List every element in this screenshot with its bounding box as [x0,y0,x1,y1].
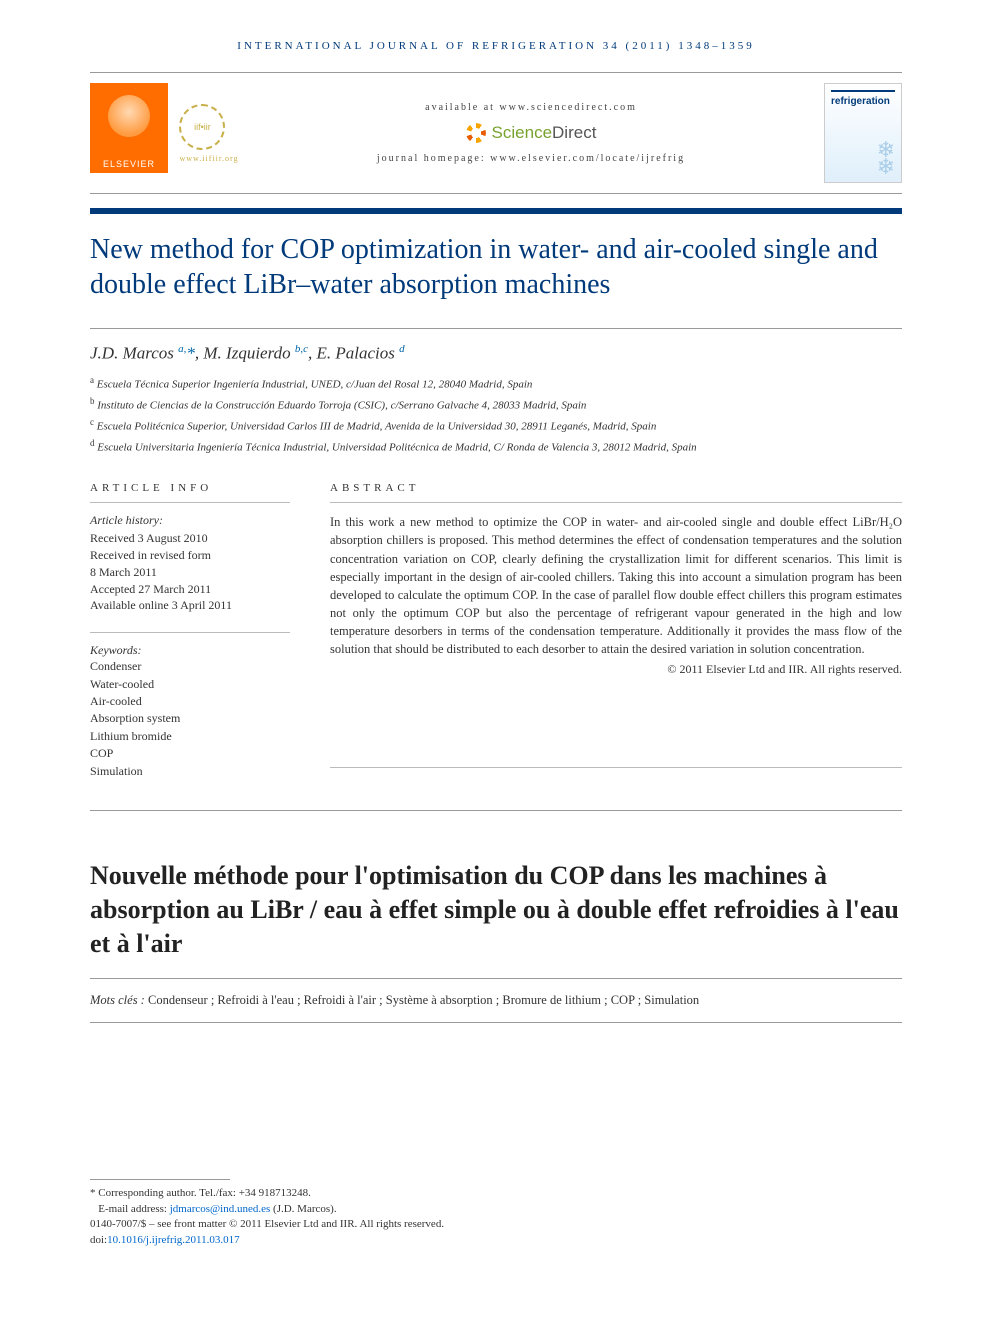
affiliation: b Instituto de Ciencias de la Construcci… [90,395,902,414]
rule-above-french [90,810,902,811]
iifiir-block: iif•iir www.iifiir.org [180,83,238,183]
front-matter: 0140-7007/$ – see front matter © 2011 El… [90,1217,902,1232]
history-line: Received 3 August 2010 [90,530,290,547]
keyword: Simulation [90,763,290,780]
rule-below-mots [90,1022,902,1023]
copyright-line: © 2011 Elsevier Ltd and IIR. All rights … [330,662,902,677]
abstract-text: In this work a new method to optimize th… [330,513,902,658]
elsevier-logo[interactable]: ELSEVIER [90,83,168,173]
keywords-list: CondenserWater-cooledAir-cooledAbsorptio… [90,658,290,780]
article-info-label: ARTICLE INFO [90,482,290,494]
french-title: Nouvelle méthode pour l'optimisation du … [90,859,902,960]
running-head: INTERNATIONAL JOURNAL OF REFRIGERATION 3… [90,40,902,52]
affiliation: c Escuela Politécnica Superior, Universi… [90,416,902,435]
abstract-label: ABSTRACT [330,482,902,494]
sd-text: ScienceDirect [492,123,597,143]
email-link[interactable]: jdmarcos@ind.uned.es [170,1203,271,1215]
keyword: Lithium bromide [90,728,290,745]
affiliation: a Escuela Técnica Superior Ingeniería In… [90,374,902,393]
rule-above-authors [90,328,902,329]
title-rule [90,208,902,214]
corresponding-author: * Corresponding author. Tel./fax: +34 91… [90,1186,902,1201]
elsevier-label: ELSEVIER [103,159,155,169]
article-info-column: ARTICLE INFO Article history: Received 3… [90,482,290,780]
article-title: New method for COP optimization in water… [90,232,902,302]
keyword: Absorption system [90,710,290,727]
footnotes-block: * Corresponding author. Tel./fax: +34 91… [90,1173,902,1248]
elsevier-logo-block: ELSEVIER [90,83,168,183]
doi-link[interactable]: 10.1016/j.ijrefrig.2011.03.017 [107,1234,240,1246]
iifiir-url[interactable]: www.iifiir.org [179,154,238,163]
page-container: INTERNATIONAL JOURNAL OF REFRIGERATION 3… [0,0,992,1278]
kw-rule [90,632,290,633]
journal-cover-thumb[interactable]: refrigeration ❄❄ [824,83,902,183]
sd-burst-icon [466,123,486,143]
affiliation: d Escuela Universitaria Ingeniería Técni… [90,437,902,456]
sciencedirect-logo[interactable]: ScienceDirect [466,123,597,143]
abs-rule-top [330,502,902,503]
keyword: Condenser [90,658,290,675]
journal-homepage[interactable]: journal homepage: www.elsevier.com/locat… [377,153,685,164]
masthead-center: available at www.sciencedirect.com Scien… [250,83,812,183]
snowflake-icon: ❄❄ [877,141,895,176]
masthead: ELSEVIER iif•iir www.iifiir.org availabl… [90,72,902,194]
affiliations-block: a Escuela Técnica Superior Ingeniería In… [90,374,902,457]
history-lines: Received 3 August 2010Received in revise… [90,530,290,614]
history-line: 8 March 2011 [90,564,290,581]
doi-label: doi: [90,1234,107,1246]
email-line: E-mail address: jdmarcos@ind.uned.es (J.… [90,1202,902,1217]
history-line: Received in revised form [90,547,290,564]
rule-below-french [90,978,902,979]
abs-rule-bottom [330,767,902,768]
history-line: Available online 3 April 2011 [90,597,290,614]
email-paren: (J.D. Marcos). [270,1203,336,1215]
cover-bar-icon [831,90,895,92]
mots-cles-line: Mots clés : Condenseur ; Refroidi à l'ea… [90,993,902,1008]
history-heading: Article history: [90,513,290,528]
authors-line: J.D. Marcos a,*, M. Izquierdo b,c, E. Pa… [90,343,902,364]
mots-values: Condenseur ; Refroidi à l'eau ; Refroidi… [145,993,699,1007]
doi-line: doi:10.1016/j.ijrefrig.2011.03.017 [90,1233,902,1248]
email-label: E-mail address: [98,1203,169,1215]
cover-title: refrigeration [831,96,895,107]
iifiir-badge-icon[interactable]: iif•iir [179,104,225,150]
mots-label: Mots clés : [90,993,145,1007]
info-abstract-row: ARTICLE INFO Article history: Received 3… [90,482,902,780]
keyword: COP [90,745,290,762]
keyword: Air-cooled [90,693,290,710]
info-rule [90,502,290,503]
keyword: Water-cooled [90,676,290,693]
abstract-column: ABSTRACT In this work a new method to op… [330,482,902,780]
footnote-rule [90,1179,230,1180]
available-at: available at www.sciencedirect.com [425,102,637,113]
history-line: Accepted 27 March 2011 [90,581,290,598]
elsevier-tree-icon [108,95,150,137]
keywords-heading: Keywords: [90,643,290,658]
